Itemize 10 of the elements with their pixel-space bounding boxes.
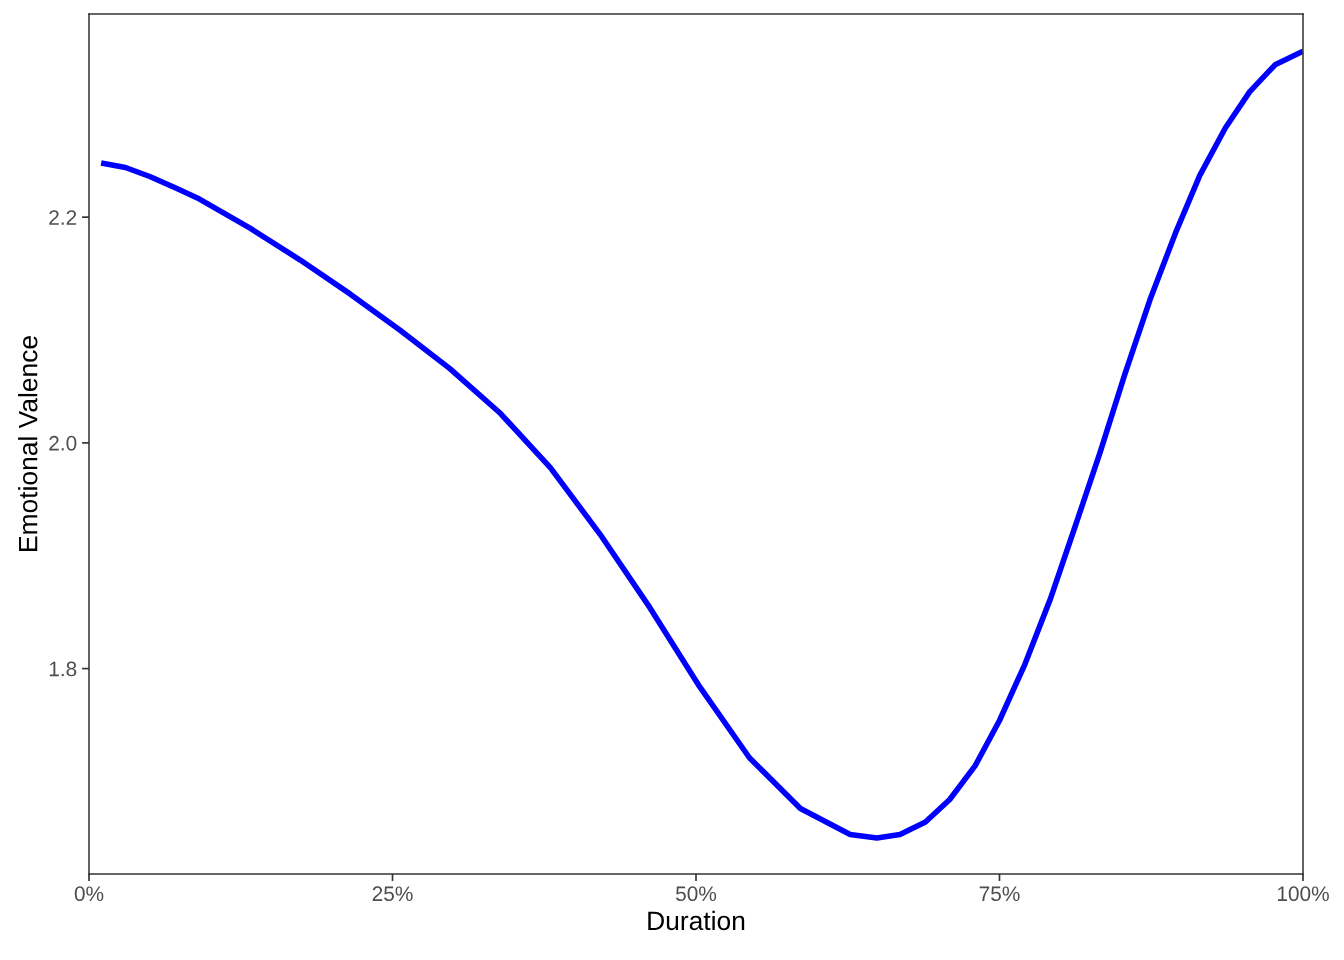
x-tick-label: 75% (979, 886, 1020, 902)
y-axis-title: Emotional Valence (18, 336, 38, 551)
x-axis-title: Duration (648, 910, 745, 931)
y-tick-label: 1.8 (49, 661, 77, 677)
x-tick-label: 0% (74, 886, 104, 902)
x-tick-label: 50% (675, 886, 717, 902)
x-tick-label: 100% (1277, 886, 1329, 902)
y-tick-label: 2.2 (49, 210, 77, 225)
x-tick-label: 25% (372, 886, 413, 902)
y-tick-label: 2.0 (49, 435, 77, 451)
